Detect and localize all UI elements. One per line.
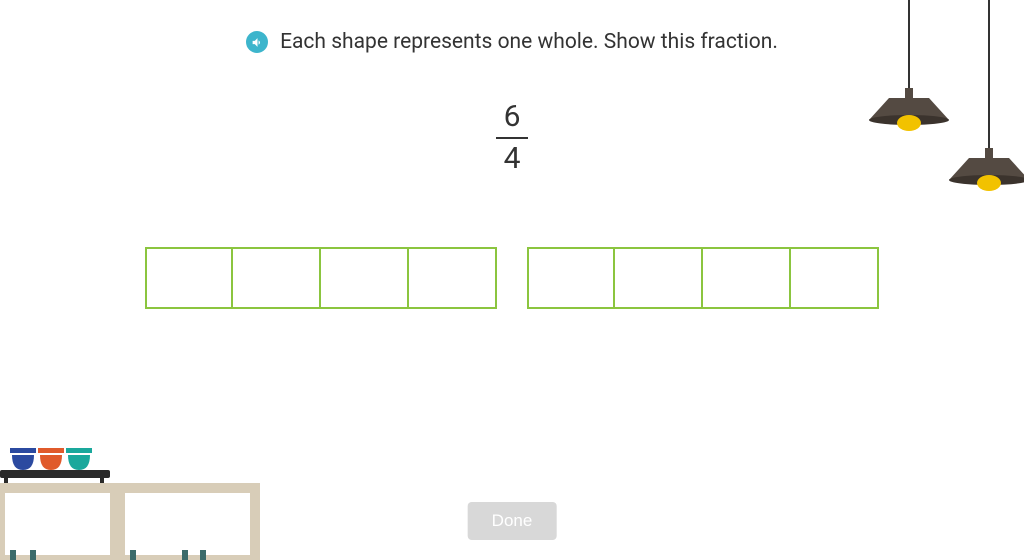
fraction-cell[interactable] [321, 247, 409, 309]
fraction-display: 6 4 [496, 99, 528, 177]
done-button[interactable]: Done [468, 502, 557, 540]
fraction-cell[interactable] [145, 247, 233, 309]
instruction-text: Each shape represents one whole. Show th… [280, 30, 778, 54]
fraction-numerator: 6 [498, 99, 527, 135]
fraction-denominator: 4 [498, 141, 527, 177]
fraction-cell[interactable] [409, 247, 497, 309]
shelf-decoration [0, 420, 280, 560]
fraction-cell[interactable] [615, 247, 703, 309]
fraction-cell[interactable] [703, 247, 791, 309]
instruction-row: Each shape represents one whole. Show th… [0, 0, 1024, 54]
whole-shape [527, 247, 879, 309]
fraction-cell[interactable] [527, 247, 615, 309]
shapes-row [0, 247, 1024, 309]
fraction-cell[interactable] [791, 247, 879, 309]
audio-icon[interactable] [246, 31, 268, 53]
fraction-bar [496, 137, 528, 139]
fraction-cell[interactable] [233, 247, 321, 309]
whole-shape [145, 247, 497, 309]
